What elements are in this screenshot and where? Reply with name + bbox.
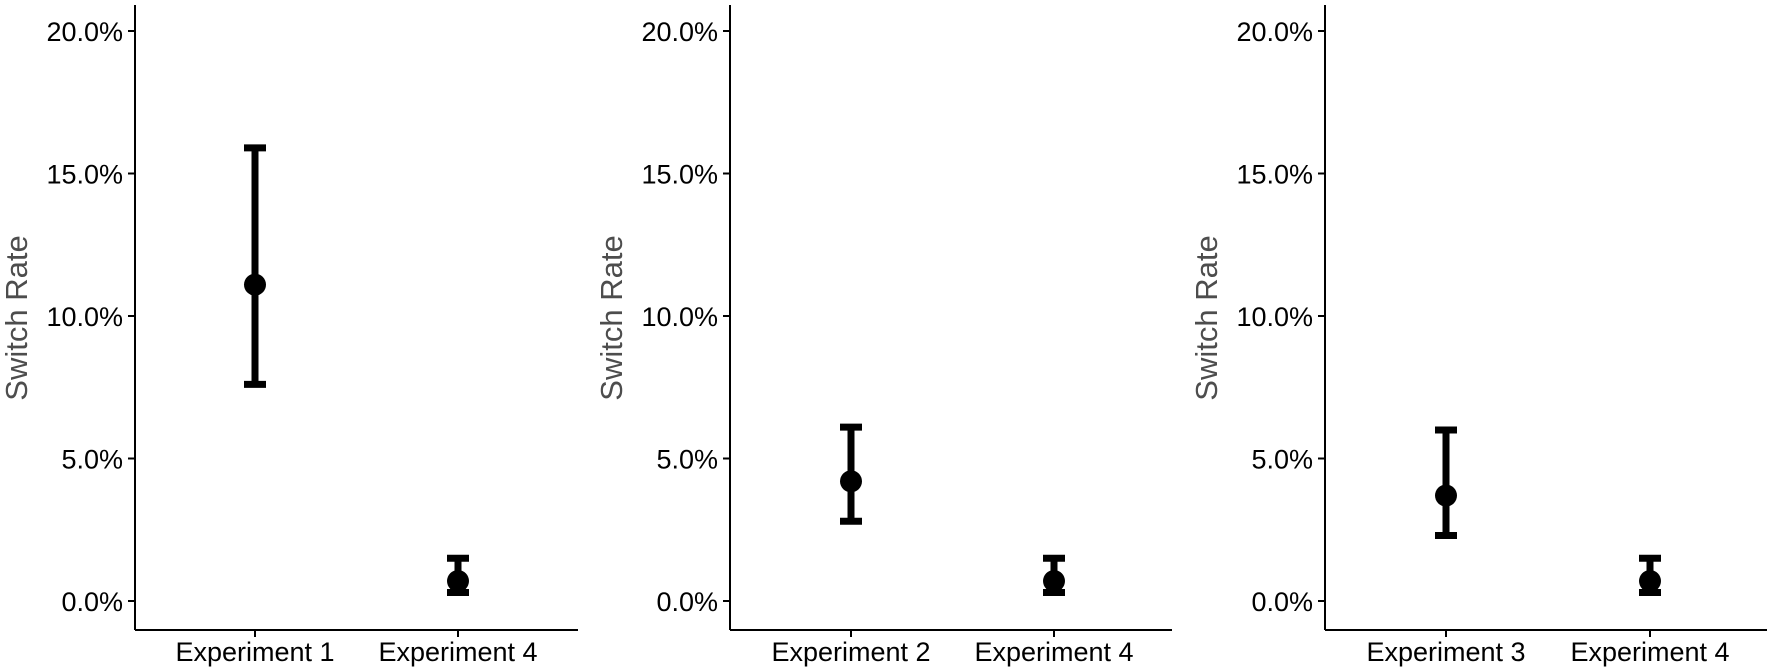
x-tick-label: Experiment 1: [175, 637, 334, 667]
mean-point: [1043, 570, 1065, 593]
y-tick-label: 0.0%: [656, 587, 718, 617]
y-tick-label: 15.0%: [1236, 160, 1313, 190]
x-tick-label: Experiment 4: [1570, 637, 1729, 667]
x-tick-label: Experiment 3: [1366, 637, 1525, 667]
y-tick-label: 15.0%: [46, 160, 123, 190]
x-tick-label: Experiment 2: [771, 637, 930, 667]
y-tick-label: 10.0%: [641, 302, 718, 332]
x-tick-label: Experiment 4: [974, 637, 1133, 667]
mean-point: [447, 570, 469, 593]
y-tick-label: 5.0%: [656, 445, 718, 475]
y-axis-title: Switch Rate: [0, 235, 34, 400]
panel-1: 0.0% 5.0% 10.0% 15.0% 20.0% Switch Rate Experi…: [0, 5, 578, 667]
y-tick-label: 5.0%: [61, 445, 123, 475]
y-tick-label: 10.0%: [1236, 302, 1313, 332]
y-tick-label: 20.0%: [1236, 17, 1313, 47]
y-tick-label: 5.0%: [1251, 445, 1313, 475]
y-tick-label: 20.0%: [641, 17, 718, 47]
mean-point: [1639, 570, 1661, 593]
y-tick-label: 15.0%: [641, 160, 718, 190]
y-tick-label: 0.0%: [1251, 587, 1313, 617]
panel-2: 0.0% 5.0% 10.0% 15.0% 20.0% Switch Rate Experi…: [594, 5, 1172, 667]
mean-point: [244, 273, 266, 296]
y-tick-label: 0.0%: [61, 587, 123, 617]
y-axis-title: Switch Rate: [1189, 235, 1224, 400]
panel-3: 0.0% 5.0% 10.0% 15.0% 20.0% Switch Rate Experi…: [1189, 5, 1767, 667]
mean-point: [1435, 484, 1457, 507]
y-tick-label: 10.0%: [46, 302, 123, 332]
mean-point: [840, 470, 862, 493]
y-tick-label: 20.0%: [46, 17, 123, 47]
y-axis-title: Switch Rate: [594, 235, 629, 400]
x-tick-label: Experiment 4: [378, 637, 537, 667]
